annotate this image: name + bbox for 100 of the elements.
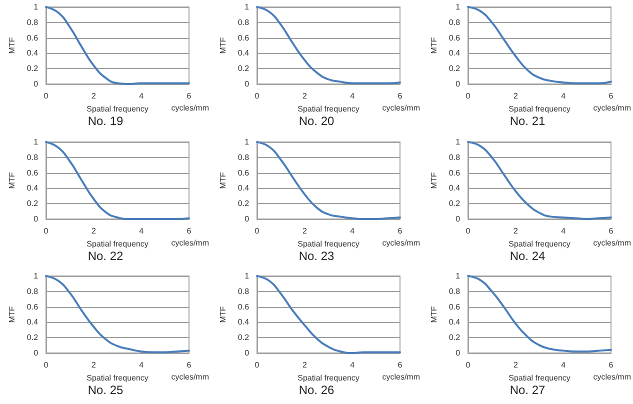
x-axis-title: Spatial frequency (298, 104, 360, 114)
text: No. 26 (298, 383, 334, 398)
line-series (467, 275, 612, 353)
text: cycles/mm (593, 238, 632, 248)
y-tick-label: 0 (244, 80, 250, 88)
text: cycles/mm (171, 104, 210, 112)
text: No. 24 (510, 248, 546, 263)
y-tick-label: 0.4 (238, 183, 250, 192)
x-tick-label: 6 (608, 226, 614, 236)
y-tick-label: 1 (34, 137, 39, 146)
x-axis-title: Spatial frequency (86, 239, 148, 248)
line-series (45, 6, 190, 85)
text: No. 27 (510, 383, 546, 398)
text: cycles/mm (382, 104, 420, 112)
x-tick-label: 6 (398, 92, 403, 100)
y-tick-label: 0.6 (26, 168, 39, 177)
x-tick-label: 6 (186, 92, 192, 100)
line-series (45, 140, 190, 220)
text: No. 22 (88, 248, 124, 263)
text: cycles/mm (382, 238, 420, 248)
x-tick-label: 2 (91, 226, 96, 236)
y-tick-label: 0.2 (448, 198, 461, 208)
y-tick-label: 0 (456, 80, 461, 88)
y-tick-label: 0.8 (238, 18, 250, 27)
x-tick-label: 2 (91, 360, 96, 370)
text: No. 21 (510, 114, 546, 128)
y-tick-label: 1 (244, 272, 250, 281)
text: No. 25 (88, 383, 124, 398)
x-tick-label: 4 (139, 360, 144, 370)
text: No. 20 (298, 114, 334, 128)
x-axis-title: Spatial frequency (86, 104, 148, 114)
x-tick-label: 4 (350, 92, 356, 100)
x-tick-label: 6 (186, 360, 192, 370)
y-tick-label: 0.8 (448, 152, 461, 162)
x-tick-label: 0 (466, 92, 471, 100)
y-tick-label: 0.2 (26, 64, 39, 74)
y-tick-label: 1 (244, 2, 250, 12)
y-tick-label: 0.8 (238, 152, 250, 162)
text: cycles/mm (171, 372, 210, 382)
y-tick-label: 0 (244, 348, 250, 358)
y-tick-label: 0.2 (238, 198, 250, 208)
y-tick-label: 0.6 (448, 168, 461, 177)
x-tick-label: 0 (44, 226, 49, 236)
y-tick-label: 0.4 (448, 183, 461, 192)
y-tick-label: 0.2 (238, 64, 250, 74)
y-axis-title: MTF (430, 172, 438, 188)
x-tick-label: 0 (254, 360, 260, 370)
x-tick-label: 2 (513, 360, 518, 370)
y-tick-label: 0.4 (26, 318, 39, 328)
y-tick-label: 0.6 (238, 33, 250, 42)
line-series (256, 275, 401, 354)
x-axis-title: Spatial frequency (298, 239, 360, 248)
y-tick-label: 0.8 (26, 287, 39, 296)
y-tick-label: 0.6 (238, 302, 250, 312)
y-axis-title: MTF (430, 306, 438, 324)
y-tick-label: 0.2 (26, 333, 39, 342)
y-tick-label: 0 (34, 214, 39, 224)
x-tick-label: 4 (139, 226, 144, 236)
text: No. 19 (88, 114, 124, 128)
y-tick-label: 0.8 (238, 287, 250, 296)
x-tick-label: 4 (561, 360, 566, 370)
y-axis-title: MTF (430, 37, 438, 54)
x-tick-label: 6 (608, 360, 614, 370)
x-axis-title: Spatial frequency (298, 374, 360, 383)
y-tick-label: 0.4 (448, 48, 461, 58)
x-tick-label: 6 (608, 92, 614, 100)
y-tick-label: 0 (34, 348, 39, 358)
x-axis-title: Spatial frequency (508, 104, 570, 114)
x-axis-title: Spatial frequency (508, 239, 570, 248)
x-tick-label: 2 (91, 92, 96, 100)
y-tick-label: 0.6 (26, 33, 39, 42)
x-tick-label: 0 (254, 226, 260, 236)
y-tick-label: 0.8 (448, 287, 461, 296)
y-tick-label: 0 (456, 214, 461, 224)
y-axis-title: MTF (8, 172, 16, 188)
x-tick-label: 4 (561, 226, 566, 236)
y-tick-label: 0.8 (448, 18, 461, 27)
x-tick-label: 2 (513, 92, 518, 100)
x-tick-label: 0 (44, 360, 49, 370)
y-tick-label: 0 (456, 348, 461, 358)
x-tick-label: 2 (302, 360, 308, 370)
y-tick-label: 0.8 (26, 152, 39, 162)
x-tick-label: 6 (398, 360, 403, 370)
y-axis-title: MTF (8, 37, 16, 54)
y-tick-label: 0.6 (238, 168, 250, 177)
y-axis-title: MTF (218, 172, 228, 188)
y-axis-title: MTF (218, 306, 228, 324)
y-tick-label: 0.4 (238, 48, 250, 58)
x-tick-label: 0 (466, 226, 471, 236)
y-tick-label: 0.6 (448, 33, 461, 42)
y-tick-label: 1 (456, 2, 461, 12)
text: cycles/mm (593, 104, 632, 112)
y-tick-label: 0.4 (448, 318, 461, 328)
y-tick-label: 0.2 (448, 333, 461, 342)
y-tick-label: 1 (34, 272, 39, 281)
x-tick-label: 2 (302, 226, 308, 236)
line-series (467, 140, 612, 220)
x-tick-label: 4 (350, 226, 356, 236)
text: cycles/mm (593, 372, 632, 382)
x-axis-title: Spatial frequency (508, 374, 570, 383)
